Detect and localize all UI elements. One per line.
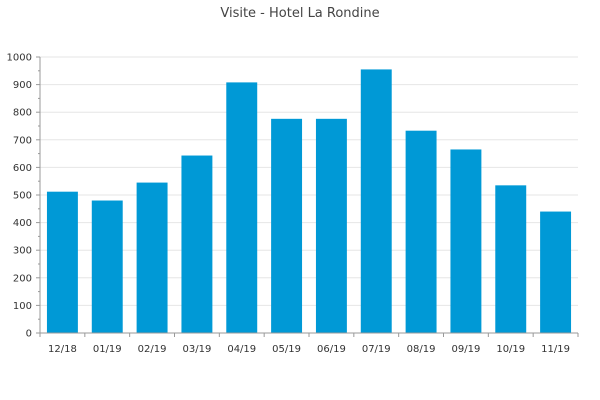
- gridlines: [40, 56, 578, 306]
- y-tick-label: 400: [13, 218, 32, 229]
- y-axis-tick-labels: 0 100 200 300 400 500 600 700 800 900 1000: [7, 53, 32, 340]
- bars: [46, 69, 572, 334]
- y-tick-label: 800: [13, 108, 32, 119]
- x-tick-label: 03/19: [183, 344, 212, 355]
- bar-03-19: [181, 155, 213, 333]
- bar-05-19: [271, 118, 303, 333]
- x-tick-label: 12/18: [48, 344, 77, 355]
- x-tick-label: 02/19: [138, 344, 167, 355]
- bar-01-19: [91, 200, 123, 333]
- y-tick-label: 0: [26, 329, 32, 340]
- y-tick-label: 700: [13, 135, 32, 146]
- bar-07-19: [360, 69, 392, 334]
- x-tick-label: 01/19: [93, 344, 122, 355]
- y-tick-label: 1000: [7, 53, 32, 64]
- x-tick-label: 10/19: [496, 344, 525, 355]
- bar-06-19: [315, 118, 347, 333]
- y-tick-label: 300: [13, 246, 32, 257]
- x-tick-label: 09/19: [452, 344, 481, 355]
- y-tick-label: 100: [13, 301, 32, 312]
- bar-10-19: [495, 185, 527, 333]
- axes: [36, 56, 579, 337]
- x-tick-label: 06/19: [317, 344, 346, 355]
- y-tick-label: 500: [13, 191, 32, 202]
- x-tick-label: 07/19: [362, 344, 391, 355]
- x-tick-label: 08/19: [407, 344, 436, 355]
- bar-09-19: [450, 149, 482, 333]
- bar-08-19: [405, 130, 437, 333]
- y-tick-label: 900: [13, 80, 32, 91]
- bar-12-18: [46, 191, 78, 333]
- x-axis-tick-labels: 12/18 01/19 02/19 03/19 04/19 05/19 06/19 07/19…: [48, 344, 570, 355]
- y-tick-label: 200: [13, 273, 32, 284]
- x-tick-label: 04/19: [227, 344, 256, 355]
- chart-title: Visite - Hotel La Rondine: [220, 6, 379, 21]
- y-tick-label: 600: [13, 163, 32, 174]
- x-tick-label: 11/19: [541, 344, 570, 355]
- bar-04-19: [226, 82, 258, 333]
- bar-02-19: [136, 182, 168, 333]
- x-tick-label: 05/19: [272, 344, 301, 355]
- bar-11-19: [540, 211, 572, 333]
